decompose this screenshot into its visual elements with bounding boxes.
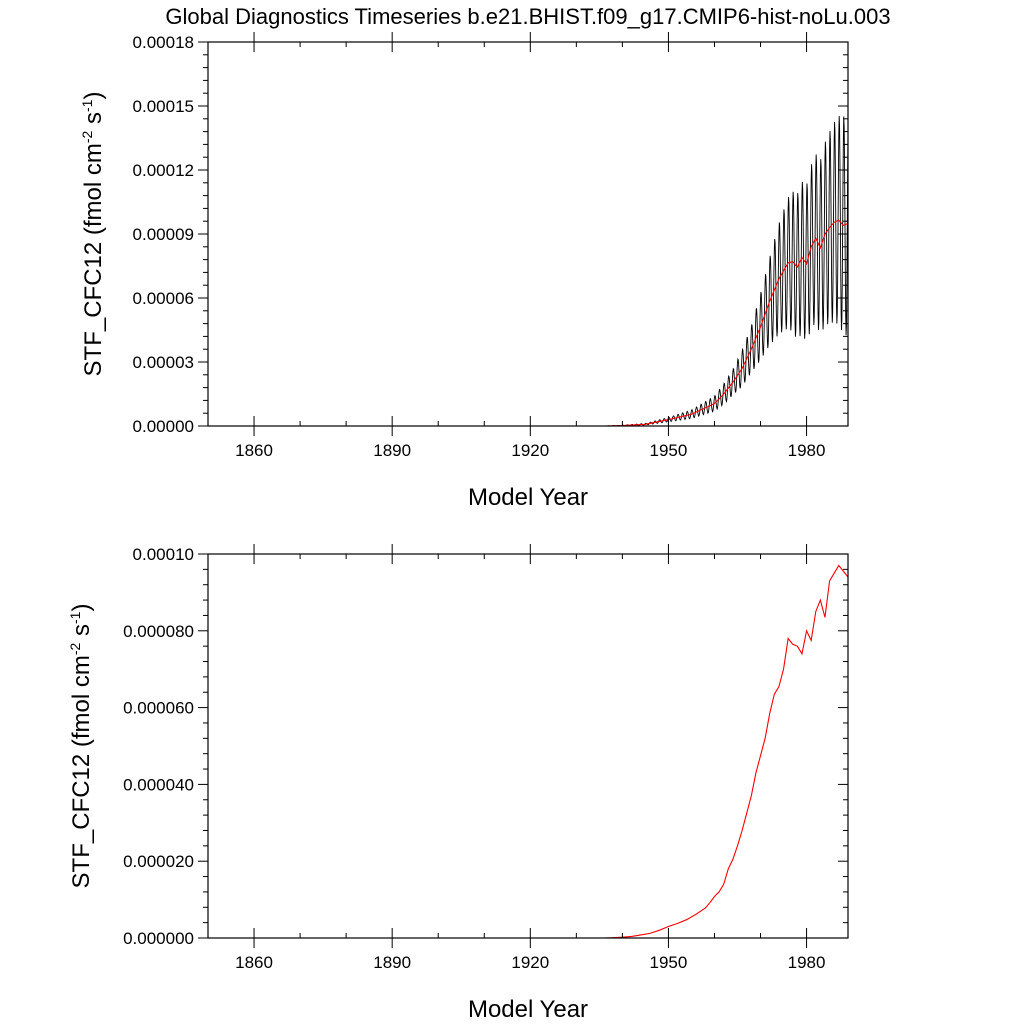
chart-title: Global Diagnostics Timeseries b.e21.BHIS…: [165, 4, 890, 29]
bottom-chart-x-axis-title: Model Year: [468, 996, 588, 1023]
x-tick-label: 1980: [788, 441, 826, 460]
y-tick-label: 0.00006: [133, 289, 194, 308]
y-tick-label: 0.000080: [123, 622, 194, 641]
top-chart-y-axis-title: STF_CFC12 (fmol cm-2 s-1): [79, 92, 107, 377]
top-chart-x-tick-labels: 1860 1890 1920 1950 1980: [235, 441, 825, 460]
y-tick-label: 0.00012: [133, 161, 194, 180]
y-tick-label: 0.000020: [123, 852, 194, 871]
annual-mean-series-line: [208, 564, 849, 939]
bottom-chart-plot-area: [208, 564, 849, 939]
y-tick-label: 0.00018: [133, 33, 194, 52]
y-tick-label: 0.00003: [133, 353, 194, 372]
bottom-chart-y-axis-title: STF_CFC12 (fmol cm-2 s-1): [67, 604, 95, 889]
x-tick-label: 1950: [650, 441, 688, 460]
y-tick-label: 0.000060: [123, 699, 194, 718]
x-tick-label: 1950: [650, 953, 688, 972]
x-tick-label: 1890: [373, 441, 411, 460]
top-chart-y-tick-labels: 0.00000 0.00003 0.00006 0.00009 0.00012 0.000…: [133, 33, 194, 436]
x-tick-label: 1920: [511, 441, 549, 460]
y-tick-label: 0.00010: [133, 545, 194, 564]
top-chart-plot-area: [208, 115, 849, 427]
y-tick-label: 0.00015: [133, 97, 194, 116]
top-chart-ticks: [198, 32, 848, 436]
y-tick-label: 0.000000: [123, 929, 194, 948]
y-tick-label: 0.000040: [123, 775, 194, 794]
bottom-chart-x-tick-labels: 1860 1890 1920 1950 1980: [235, 953, 825, 972]
y-tick-label: 0.00009: [133, 225, 194, 244]
x-tick-label: 1860: [235, 441, 273, 460]
y-tick-label: 0.00000: [133, 417, 194, 436]
x-tick-label: 1920: [511, 953, 549, 972]
top-chart-x-axis-title: Model Year: [468, 484, 588, 511]
bottom-chart-panel: 0.000000 0.000020 0.000040 0.000060 0.000080…: [67, 544, 849, 1023]
x-tick-label: 1890: [373, 953, 411, 972]
x-tick-label: 1980: [788, 953, 826, 972]
top-chart-panel: 0.00000 0.00003 0.00006 0.00009 0.00012 0.000…: [79, 32, 849, 511]
annual-mean-series-line: [208, 219, 849, 427]
bottom-chart-frame: [207, 553, 849, 939]
bottom-chart-ticks: [198, 544, 848, 948]
x-tick-label: 1860: [235, 953, 273, 972]
bottom-chart-y-tick-labels: 0.000000 0.000020 0.000040 0.000060 0.000080…: [123, 545, 194, 948]
